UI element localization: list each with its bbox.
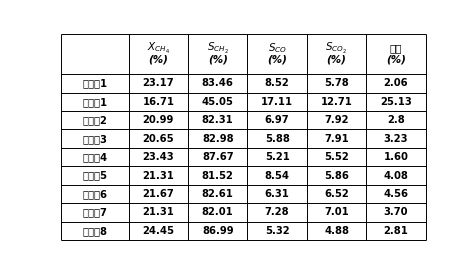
Text: 其他: 其他 [390,43,402,53]
Text: 7.92: 7.92 [324,115,349,125]
Text: 82.61: 82.61 [202,189,234,199]
Text: 2.81: 2.81 [383,226,408,236]
Text: 6.31: 6.31 [265,189,290,199]
Text: $\it{S}_{CO_2}$: $\it{S}_{CO_2}$ [325,40,348,56]
Text: 83.46: 83.46 [202,78,234,88]
Text: $\it{S}_{CO}$: $\it{S}_{CO}$ [267,41,287,55]
Text: $\it{S}_{CH_2}$: $\it{S}_{CH_2}$ [207,40,228,56]
Text: (%): (%) [386,55,406,65]
Text: 8.54: 8.54 [265,170,290,180]
Text: 82.01: 82.01 [202,208,234,218]
Text: 3.23: 3.23 [384,134,408,144]
Text: 17.11: 17.11 [261,97,293,107]
Text: 2.8: 2.8 [387,115,405,125]
Text: 20.65: 20.65 [142,134,174,144]
Text: 实施例3: 实施例3 [83,134,107,144]
Text: 20.99: 20.99 [142,115,174,125]
Text: 4.08: 4.08 [383,170,408,180]
Text: (%): (%) [148,55,168,65]
Text: (%): (%) [327,55,346,65]
Text: (%): (%) [208,55,228,65]
Text: 23.43: 23.43 [142,152,174,162]
Text: 6.52: 6.52 [324,189,349,199]
Text: 实施例1: 实施例1 [82,78,107,88]
Text: 5.78: 5.78 [324,78,349,88]
Text: 实施例5: 实施例5 [83,170,107,180]
Text: 实施例2: 实施例2 [83,115,107,125]
Text: 25.13: 25.13 [380,97,412,107]
Text: 5.21: 5.21 [265,152,290,162]
Text: 86.99: 86.99 [202,226,234,236]
Text: $\it{X}_{CH_4}$: $\it{X}_{CH_4}$ [147,40,170,56]
Text: 21.31: 21.31 [142,208,174,218]
Text: 16.71: 16.71 [142,97,174,107]
Text: 实施例6: 实施例6 [83,189,107,199]
Text: 实施例4: 实施例4 [82,152,107,162]
Text: 87.67: 87.67 [202,152,234,162]
Text: 4.88: 4.88 [324,226,349,236]
Text: 7.28: 7.28 [265,208,289,218]
Text: 5.86: 5.86 [324,170,349,180]
Text: 81.52: 81.52 [202,170,234,180]
Text: 5.52: 5.52 [324,152,349,162]
Text: 4.56: 4.56 [383,189,408,199]
Text: 5.88: 5.88 [265,134,290,144]
Text: 1.60: 1.60 [383,152,408,162]
Text: 实施例7: 实施例7 [83,208,107,218]
Text: 82.98: 82.98 [202,134,234,144]
Text: (%): (%) [267,55,287,65]
Text: 24.45: 24.45 [142,226,174,236]
Text: 5.32: 5.32 [265,226,289,236]
Text: 21.67: 21.67 [142,189,174,199]
Text: 21.31: 21.31 [142,170,174,180]
Text: 实施例8: 实施例8 [83,226,107,236]
Text: 23.17: 23.17 [142,78,174,88]
Text: 2.06: 2.06 [384,78,408,88]
Text: 12.71: 12.71 [321,97,352,107]
Text: 3.70: 3.70 [384,208,408,218]
Text: 8.52: 8.52 [265,78,290,88]
Text: 比较例1: 比较例1 [82,97,107,107]
Text: 45.05: 45.05 [202,97,234,107]
Text: 7.01: 7.01 [324,208,349,218]
Text: 82.31: 82.31 [202,115,234,125]
Text: 7.91: 7.91 [324,134,349,144]
Text: 6.97: 6.97 [265,115,289,125]
